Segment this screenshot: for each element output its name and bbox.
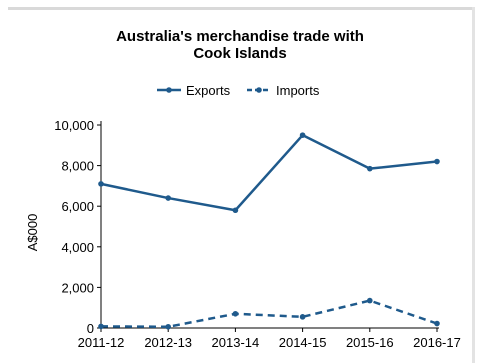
- y-axis-label: A$000: [25, 214, 40, 252]
- data-point-exports: [367, 165, 373, 172]
- y-tick-label: 6,000: [61, 199, 94, 214]
- x-tick-label: 2016-17: [413, 335, 461, 350]
- legend: Exports Imports: [157, 83, 320, 98]
- data-point-imports: [232, 310, 239, 317]
- series-line-imports: [100, 299, 438, 329]
- data-point-exports: [165, 195, 171, 201]
- x-tick-label: 2014-15: [279, 335, 327, 350]
- x-tick-label: 2012-13: [144, 335, 192, 350]
- legend-label-imports: Imports: [276, 83, 320, 98]
- legend-marker-exports: [166, 87, 172, 93]
- series-line-exports: [100, 133, 438, 212]
- chart-title: Australia's merchandise trade with Cook …: [116, 28, 364, 62]
- x-tick-label: 2011-12: [78, 335, 125, 350]
- x-tick-label: 2015-16: [346, 335, 394, 350]
- y-tick-label: 8,000: [61, 159, 94, 174]
- top-border: [8, 7, 475, 10]
- data-point-exports: [232, 207, 239, 214]
- x-tick-label: 2013-14: [212, 335, 260, 350]
- data-point-exports: [98, 181, 104, 187]
- y-tick-label: 0: [87, 321, 94, 336]
- data-point-imports: [367, 297, 373, 304]
- data-point-exports: [299, 132, 306, 138]
- right-border: [472, 7, 475, 363]
- legend-marker-imports: [256, 87, 262, 93]
- y-tick-label: 4,000: [61, 240, 94, 255]
- series-layer: [98, 132, 440, 330]
- data-point-imports: [299, 314, 306, 320]
- axes: 0 2,000 4,000 6,000 8,000 10,000 2011-12 2012-1…: [25, 118, 461, 350]
- data-point-imports: [434, 320, 440, 327]
- data-point-exports: [434, 158, 440, 165]
- legend-label-exports: Exports: [186, 83, 231, 98]
- data-point-imports: [165, 323, 171, 330]
- y-tick-label: 2,000: [61, 280, 94, 295]
- data-point-imports: [98, 323, 104, 330]
- y-tick-label: 10,000: [54, 118, 94, 133]
